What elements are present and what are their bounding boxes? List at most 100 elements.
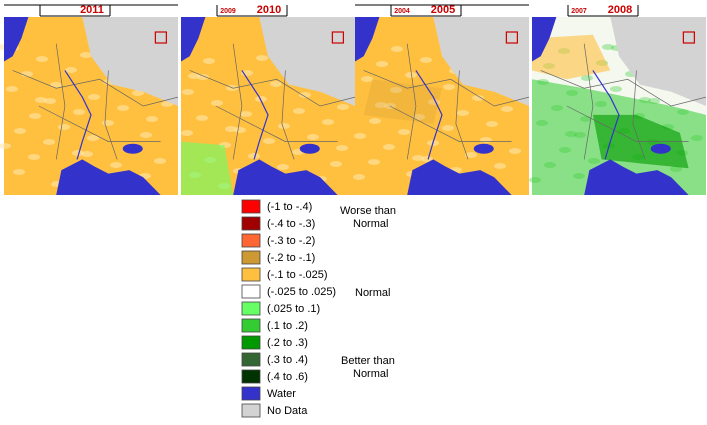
texture <box>225 126 237 132</box>
texture <box>73 109 85 115</box>
texture <box>398 129 410 135</box>
baltic-sea <box>181 17 206 62</box>
border-line <box>540 70 707 107</box>
texture <box>354 133 366 139</box>
legend-swatch <box>241 369 261 384</box>
texture <box>50 82 62 88</box>
texture <box>240 111 252 117</box>
legend-swatch <box>241 352 261 367</box>
baltic-sea <box>355 17 380 62</box>
legend-group-label: Worse than <box>340 205 396 217</box>
texture <box>35 97 47 103</box>
border-line <box>363 70 530 107</box>
texture <box>421 156 433 162</box>
texture <box>376 61 388 67</box>
texture <box>610 86 622 92</box>
legend-label: (-.2 to -.1) <box>267 252 315 264</box>
legend-label: (-.1 to -.025) <box>267 269 328 281</box>
map-panel <box>529 17 707 195</box>
year-label: 2011 <box>80 4 104 16</box>
border-line <box>12 70 179 107</box>
legend-swatch <box>241 335 261 350</box>
border-line <box>104 70 118 160</box>
map-panel <box>181 17 356 195</box>
texture <box>196 115 208 121</box>
border-line <box>232 43 243 160</box>
black-sea <box>407 159 512 195</box>
texture <box>211 100 223 106</box>
border-line <box>38 105 161 142</box>
region-box <box>505 31 518 44</box>
texture <box>581 75 593 81</box>
texture <box>110 162 122 168</box>
legend-label: Water <box>267 388 296 400</box>
border-line <box>389 105 512 142</box>
texture <box>28 154 40 160</box>
texture <box>420 57 432 63</box>
river <box>64 70 92 160</box>
texture <box>72 150 84 156</box>
texture <box>383 144 395 150</box>
texture <box>154 158 166 164</box>
texture <box>602 44 614 50</box>
texture <box>413 114 425 120</box>
texture <box>36 56 48 62</box>
texture <box>203 58 215 64</box>
texture <box>442 125 454 131</box>
legend-swatch <box>241 318 261 333</box>
texture <box>256 55 268 61</box>
prior-year-label: 2007 <box>571 8 587 15</box>
legend-label: (-.3 to -.2) <box>267 235 315 247</box>
black-sea <box>584 159 689 195</box>
texture <box>390 87 402 93</box>
texture <box>278 123 290 129</box>
border-line <box>583 43 594 160</box>
texture <box>81 151 93 157</box>
azov-sea <box>122 143 143 154</box>
legend-label: (-1 to -.4) <box>267 201 312 213</box>
texture <box>353 174 365 180</box>
azov-sea <box>299 143 320 154</box>
legend-swatch <box>241 386 261 401</box>
azov-sea <box>473 143 494 154</box>
border-line <box>189 70 356 107</box>
texture <box>6 86 18 92</box>
no-data-area <box>259 17 355 106</box>
legend-group-label: Better than <box>341 355 395 367</box>
texture <box>29 113 41 119</box>
texture <box>375 102 387 108</box>
region-box <box>682 31 695 44</box>
legend-label: (.1 to .2) <box>267 320 308 332</box>
orange-area <box>532 34 611 80</box>
legend-swatch <box>241 250 261 265</box>
texture <box>146 116 158 122</box>
texture <box>188 73 200 79</box>
texture <box>443 84 455 90</box>
texture <box>299 92 311 98</box>
prior-year-label: 2004 <box>394 8 410 15</box>
texture <box>132 90 144 96</box>
texture <box>21 71 33 77</box>
texture <box>44 98 56 104</box>
texture <box>277 164 289 170</box>
texture <box>80 52 92 58</box>
texture <box>369 118 381 124</box>
texture <box>102 120 114 126</box>
texture <box>263 138 275 144</box>
legend-label: (.4 to .6) <box>267 371 308 383</box>
texture <box>307 134 319 140</box>
border-line <box>632 70 646 160</box>
legend-group-label: Normal <box>355 287 390 299</box>
legend-swatch <box>241 301 261 316</box>
texture <box>465 152 477 158</box>
region-box <box>154 31 167 44</box>
river <box>241 70 269 160</box>
texture <box>509 148 521 154</box>
texture <box>87 135 99 141</box>
year-label: 2008 <box>608 4 632 16</box>
no-data-area <box>433 17 529 106</box>
legend-swatch <box>241 199 261 214</box>
texture <box>58 124 70 130</box>
no-data-area <box>610 17 706 106</box>
legend-label: (-.4 to -.3) <box>267 218 315 230</box>
